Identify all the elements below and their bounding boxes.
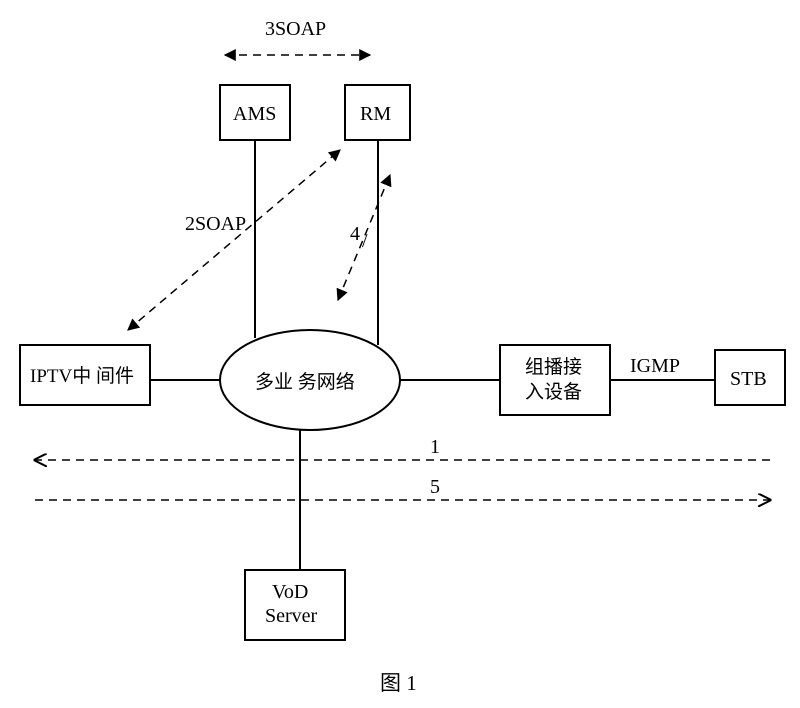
label-multicast-2: 入设备 (525, 381, 582, 403)
label-4: 4 (350, 223, 360, 245)
label-4-slash: / (362, 230, 368, 252)
arrow-2soap (128, 150, 340, 330)
label-rm: RM (360, 103, 391, 125)
label-2soap: 2SOAP (185, 213, 246, 235)
label-vod-1: VoD (272, 581, 308, 603)
label-ams: AMS (233, 103, 276, 125)
label-igmp: IGMP (630, 355, 680, 377)
label-multicast-1: 组播接 (525, 356, 582, 378)
label-network: 多业 务网络 (255, 371, 355, 393)
label-iptv: IPTV中 间件 (30, 365, 134, 387)
label-3soap: 3SOAP (265, 18, 326, 40)
figure-caption: 图 1 (380, 671, 417, 695)
node-multicast (500, 345, 610, 415)
label-1: 1 (430, 436, 440, 458)
label-stb: STB (730, 368, 767, 390)
label-vod-2: Server (265, 605, 318, 627)
label-5: 5 (430, 476, 440, 498)
